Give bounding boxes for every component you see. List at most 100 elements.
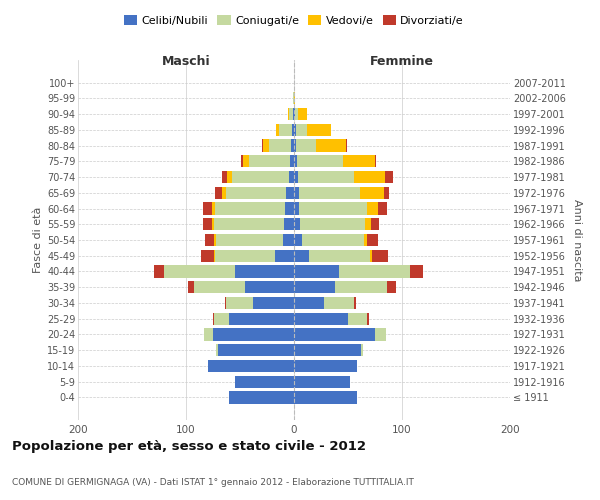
Bar	[279, 124, 292, 136]
Bar	[232, 171, 289, 183]
Bar	[227, 171, 232, 183]
Text: Maschi: Maschi	[161, 56, 211, 68]
Text: COMUNE DI GERMIGNAGA (VA) - Dati ISTAT 1° gennaio 2012 - Elaborazione TUTTITALIA: COMUNE DI GERMIGNAGA (VA) - Dati ISTAT 1…	[12, 478, 414, 487]
Bar	[248, 155, 290, 168]
Bar	[299, 186, 360, 199]
Bar	[364, 234, 367, 246]
Bar	[296, 140, 316, 151]
Bar	[375, 328, 386, 340]
Bar	[290, 155, 294, 168]
Bar	[340, 266, 410, 278]
Legend: Celibi/Nubili, Coniugati/e, Vedovi/e, Divorziati/e: Celibi/Nubili, Coniugati/e, Vedovi/e, Di…	[119, 10, 469, 30]
Bar	[294, 186, 299, 199]
Bar	[287, 108, 289, 120]
Bar	[301, 218, 365, 230]
Bar	[316, 140, 346, 151]
Bar	[213, 312, 214, 325]
Bar	[154, 266, 164, 278]
Bar	[372, 250, 388, 262]
Bar	[307, 124, 331, 136]
Bar	[221, 186, 226, 199]
Bar	[212, 218, 214, 230]
Text: Popolazione per età, sesso e stato civile - 2012: Popolazione per età, sesso e stato civil…	[12, 440, 366, 453]
Bar	[226, 297, 253, 309]
Bar	[294, 202, 299, 214]
Bar	[164, 266, 235, 278]
Bar	[216, 344, 218, 356]
Bar	[294, 218, 301, 230]
Bar	[295, 108, 298, 120]
Bar	[214, 234, 216, 246]
Bar	[302, 234, 364, 246]
Bar	[294, 281, 335, 293]
Bar	[214, 250, 215, 262]
Bar	[298, 108, 307, 120]
Text: Femmine: Femmine	[370, 56, 434, 68]
Bar	[235, 266, 294, 278]
Bar	[214, 218, 284, 230]
Bar	[410, 266, 422, 278]
Bar	[294, 155, 297, 168]
Bar	[385, 171, 394, 183]
Bar	[212, 202, 215, 214]
Bar	[226, 186, 286, 199]
Bar	[343, 155, 375, 168]
Bar	[269, 140, 291, 151]
Bar	[296, 124, 307, 136]
Bar	[284, 218, 294, 230]
Bar	[324, 297, 355, 309]
Bar	[235, 376, 294, 388]
Bar	[346, 140, 347, 151]
Bar	[194, 281, 245, 293]
Bar	[383, 186, 389, 199]
Bar	[188, 281, 194, 293]
Bar	[275, 250, 294, 262]
Bar	[294, 108, 295, 120]
Bar	[335, 281, 387, 293]
Y-axis label: Anni di nascita: Anni di nascita	[572, 198, 583, 281]
Bar	[275, 124, 279, 136]
Bar	[286, 186, 294, 199]
Bar	[215, 250, 275, 262]
Bar	[367, 202, 378, 214]
Bar	[215, 186, 221, 199]
Bar	[309, 250, 370, 262]
Bar	[229, 392, 294, 404]
Bar	[294, 376, 350, 388]
Bar	[214, 312, 229, 325]
Bar	[245, 281, 294, 293]
Bar	[294, 360, 356, 372]
Bar	[299, 202, 367, 214]
Bar	[355, 171, 385, 183]
Bar	[294, 171, 298, 183]
Bar	[225, 297, 226, 309]
Bar	[294, 328, 375, 340]
Bar	[203, 202, 212, 214]
Bar	[286, 202, 294, 214]
Bar	[378, 202, 387, 214]
Bar	[289, 171, 294, 183]
Bar	[262, 140, 263, 151]
Bar	[294, 140, 296, 151]
Bar	[370, 250, 372, 262]
Bar	[294, 250, 309, 262]
Bar	[294, 234, 302, 246]
Bar	[229, 312, 294, 325]
Bar	[367, 234, 378, 246]
Bar	[201, 250, 214, 262]
Bar	[387, 281, 395, 293]
Bar	[218, 344, 294, 356]
Bar	[205, 234, 214, 246]
Bar	[291, 140, 294, 151]
Bar	[241, 155, 243, 168]
Bar	[365, 218, 371, 230]
Bar	[367, 312, 368, 325]
Bar	[253, 297, 294, 309]
Bar	[203, 218, 212, 230]
Bar	[294, 312, 348, 325]
Bar	[361, 344, 363, 356]
Bar	[294, 266, 340, 278]
Bar	[208, 360, 294, 372]
Bar	[355, 297, 356, 309]
Bar	[215, 202, 286, 214]
